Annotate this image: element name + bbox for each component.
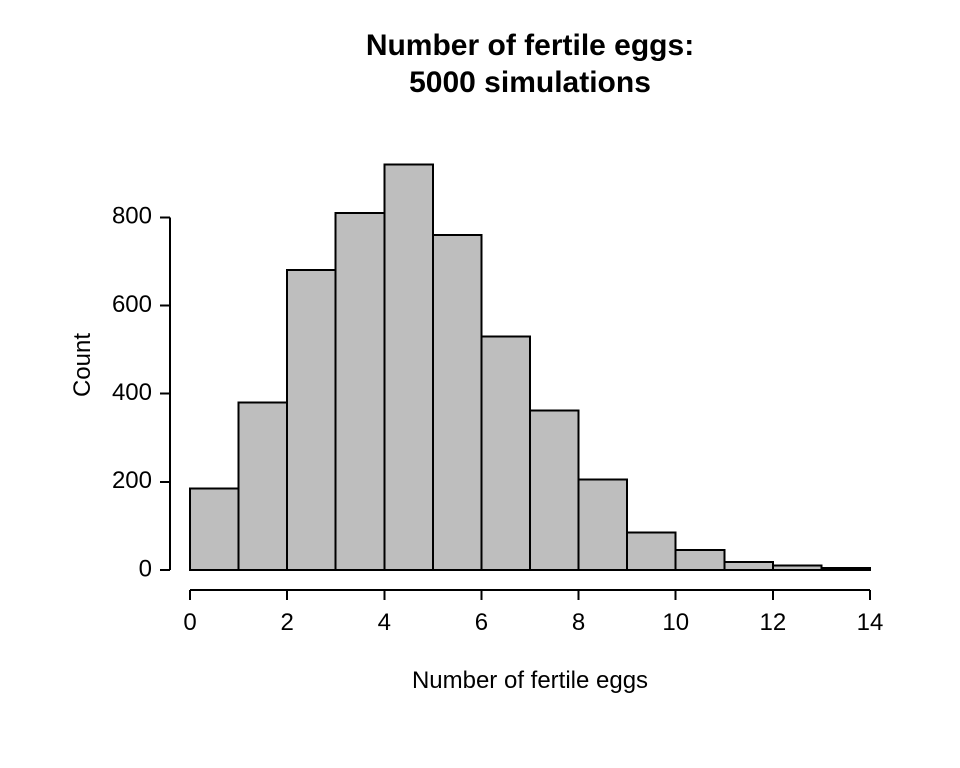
x-tick-label: 14 <box>857 609 884 636</box>
histogram-bar <box>481 336 530 570</box>
x-tick-label: 4 <box>378 609 391 636</box>
x-axis-label: Number of fertile eggs <box>412 667 648 694</box>
histogram-bar <box>821 568 870 570</box>
x-tick-label: 10 <box>662 609 689 636</box>
histogram-bar <box>287 270 336 570</box>
x-tick-label: 6 <box>475 609 488 636</box>
y-tick-label: 400 <box>112 379 152 406</box>
histogram-bar <box>384 164 433 570</box>
y-tick-label: 800 <box>112 203 152 230</box>
chart-title-line2: 5000 simulations <box>409 66 651 99</box>
x-tick-label: 12 <box>760 609 787 636</box>
histogram-bar <box>336 213 385 570</box>
y-tick-label: 200 <box>112 467 152 494</box>
chart-title-line1: Number of fertile eggs: <box>366 29 694 62</box>
y-tick-label: 600 <box>112 291 152 318</box>
histogram-bar <box>773 566 822 570</box>
histogram-bar <box>239 402 288 570</box>
x-tick-label: 0 <box>183 609 196 636</box>
x-tick-label: 8 <box>572 609 585 636</box>
histogram-bar <box>530 410 579 570</box>
y-axis-label: Count <box>69 333 96 397</box>
histogram-bar <box>433 235 482 570</box>
histogram-bar <box>579 480 628 570</box>
y-tick-label: 0 <box>139 555 152 582</box>
histogram-bar <box>190 488 239 570</box>
x-tick-label: 2 <box>280 609 293 636</box>
histogram-bar <box>724 562 773 570</box>
histogram-bar <box>627 533 676 570</box>
histogram-bar <box>676 550 725 570</box>
histogram-chart: Number of fertile eggs: 5000 simulations 0… <box>0 0 960 768</box>
